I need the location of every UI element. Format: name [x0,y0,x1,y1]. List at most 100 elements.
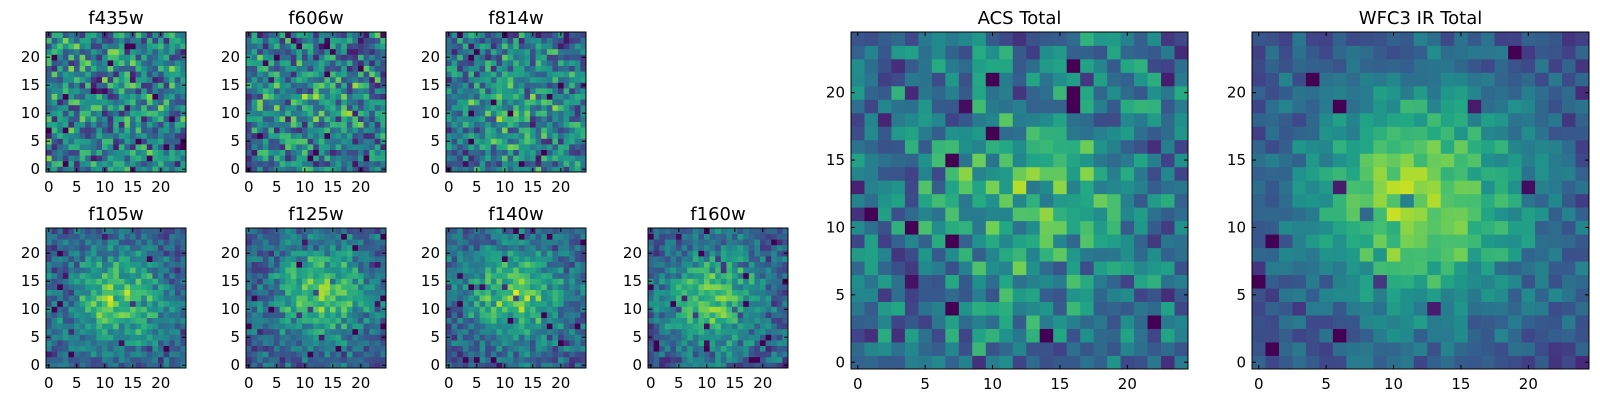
heatmap-cell [169,149,176,156]
heatmap-cell [563,284,570,290]
y-tick-label: 20 [21,244,40,262]
heatmap-cell [346,244,353,251]
heatmap-cell [659,233,666,240]
heatmap-cell [457,284,464,290]
heatmap-cell [335,144,342,150]
heatmap-cell [502,88,508,94]
heatmap-cell [68,160,75,167]
heatmap-cell [535,71,542,78]
heatmap-cell [68,317,75,324]
heatmap-cell [782,317,789,324]
heatmap-cell [152,99,159,106]
heatmap-cell [51,104,58,111]
heatmap-cell [152,239,159,246]
heatmap-cell [726,312,733,318]
heatmap-cell [530,99,536,106]
heatmap-cell [513,132,520,139]
heatmap-cell [754,228,761,234]
heatmap-cell [720,261,727,268]
heatmap-cell [891,355,906,370]
heatmap-cell [446,149,452,156]
heatmap-cell [851,315,865,329]
heatmap-cell [180,116,187,122]
heatmap-cell [346,155,353,162]
heatmap-cell [1161,261,1175,276]
heatmap-cell [760,334,766,341]
heatmap-cell [318,228,325,234]
heatmap-cell [180,99,187,106]
heatmap-cell [251,278,258,285]
heatmap-cell [96,289,103,296]
heatmap-cell [709,334,716,341]
heatmap-cell [462,267,469,274]
heatmap-cell [468,345,475,352]
heatmap-cell [169,104,176,111]
heatmap-cell [374,261,381,268]
heatmap-cell [85,71,92,78]
heatmap-cell [46,127,52,134]
heatmap-cell [518,250,525,257]
heatmap-cell [507,317,514,324]
heatmap-cell [462,244,469,251]
heatmap-cell [737,250,744,257]
heatmap-cell [307,228,314,234]
heatmap-cell [262,239,269,246]
heatmap-cell [57,250,64,257]
heatmap-cell [474,76,480,83]
heatmap-cell [302,93,308,100]
heatmap-cell [891,234,906,249]
heatmap-cell [552,132,559,139]
heatmap-cell [57,351,64,358]
heatmap-cell [246,71,252,78]
heatmap-cell [546,32,553,38]
heatmap-cell [580,132,587,139]
heatmap-cell [163,155,170,162]
heatmap-cell [552,244,559,251]
heatmap-cell [285,295,292,302]
heatmap-cell [51,323,58,330]
heatmap-cell [296,104,303,111]
heatmap-cell [146,278,153,285]
heatmap-cell [152,345,159,352]
heatmap-cell [118,261,125,268]
heatmap-cell [496,228,503,234]
heatmap-cell [687,351,694,358]
heatmap-cell [451,233,458,240]
heatmap-cell [85,138,92,145]
heatmap-cell [51,82,58,89]
heatmap-cell [457,244,464,251]
heatmap-cell [541,99,548,106]
heatmap-cell [158,104,164,111]
heatmap-cell [274,233,280,240]
heatmap-cell [502,43,508,50]
heatmap-cell [1080,261,1095,276]
heatmap-cell [268,278,275,285]
heatmap-cell [51,160,58,167]
heatmap-cell [74,160,80,167]
heatmap-cell [513,54,520,61]
heatmap-cell [130,132,136,139]
heatmap-cell [330,155,336,162]
heatmap-cell [535,65,542,72]
heatmap-cell [462,155,469,162]
heatmap-cell [765,239,772,246]
heatmap-cell [1039,328,1054,343]
heatmap-cell [124,104,131,111]
heatmap-cell [457,295,464,302]
heatmap-cell [341,362,348,369]
heatmap-cell [369,233,376,240]
heatmap-cell [152,334,159,341]
axes-frame [445,31,587,173]
heatmap-cell [709,312,716,318]
heatmap-cell [335,284,342,290]
heatmap-cell [972,315,987,329]
heatmap-cell [102,149,108,156]
heatmap-cell [580,76,587,83]
heatmap-cell [931,328,946,343]
heatmap-cell [152,60,159,66]
heatmap-cell [743,295,750,302]
heatmap-cell [313,312,320,318]
heatmap-cell [692,278,699,285]
heatmap-cell [704,300,710,307]
heatmap-cell [102,233,108,240]
